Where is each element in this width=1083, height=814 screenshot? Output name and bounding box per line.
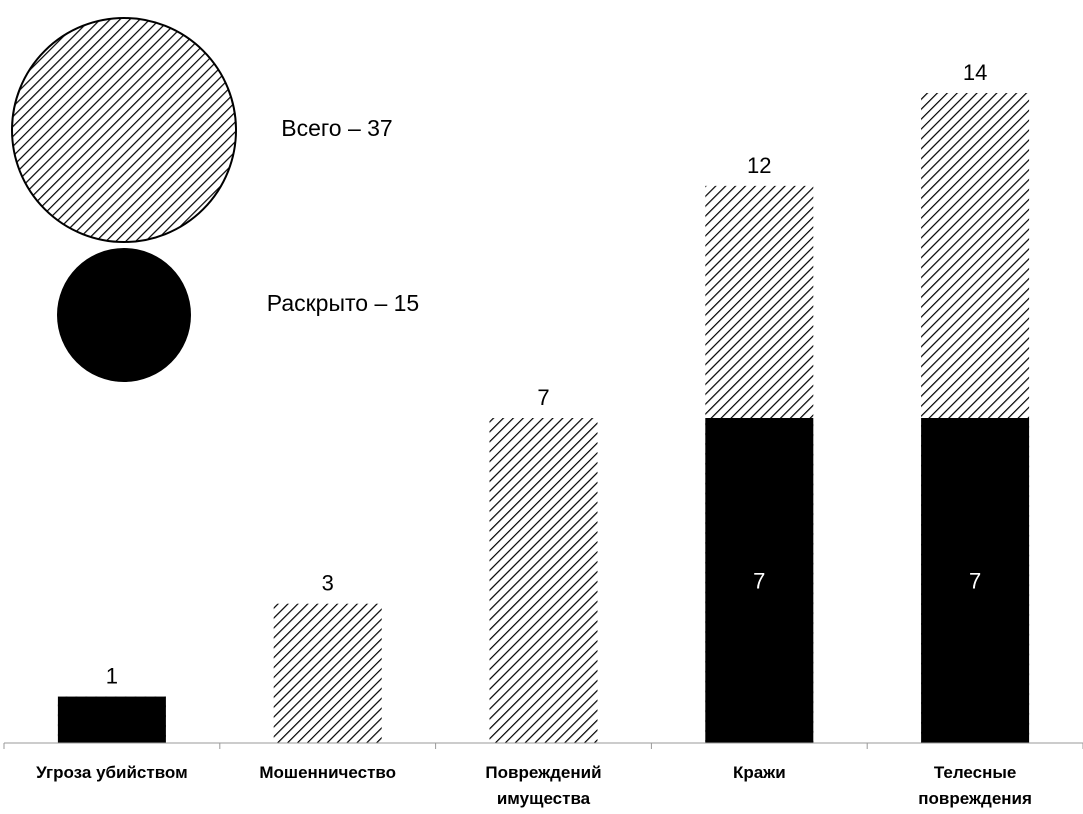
x-tick-label: Угроза убийством [36, 763, 188, 782]
bar-solved [705, 418, 814, 743]
legend: Всего – 37 Раскрыто – 15 [11, 17, 419, 382]
legend-total-marker [11, 17, 237, 243]
value-labels: 1 3 7 12 7 14 7 [106, 60, 988, 689]
x-tick-label: Мошенничество [259, 763, 396, 782]
x-tick-label: Кражи [733, 763, 786, 782]
bar-total [489, 418, 598, 743]
x-axis-ticks [3, 743, 1083, 749]
legend-solved-marker [57, 248, 191, 382]
legend-solved-label: Раскрыто – 15 [267, 290, 419, 316]
bar-total [273, 603, 382, 743]
data-label-solved: 7 [969, 569, 981, 594]
data-label-total: 3 [322, 571, 334, 596]
data-label-total: 7 [537, 385, 549, 410]
x-tick-label: Телесные [934, 763, 1017, 782]
data-label-total: 14 [963, 60, 987, 85]
x-tick-label: повреждения [918, 789, 1032, 808]
category-labels: Угроза убийством Мошенничество Повреждений… [36, 763, 1032, 808]
data-label-total: 12 [747, 153, 771, 178]
bars [57, 93, 1030, 743]
bar-solved [921, 418, 1030, 743]
x-tick-label: имущества [497, 789, 591, 808]
data-label-total: 1 [106, 664, 118, 689]
legend-total-label: Всего – 37 [281, 115, 392, 141]
data-label-solved: 7 [753, 569, 765, 594]
x-tick-label: Повреждений [485, 763, 601, 782]
bar-solved [57, 696, 166, 743]
